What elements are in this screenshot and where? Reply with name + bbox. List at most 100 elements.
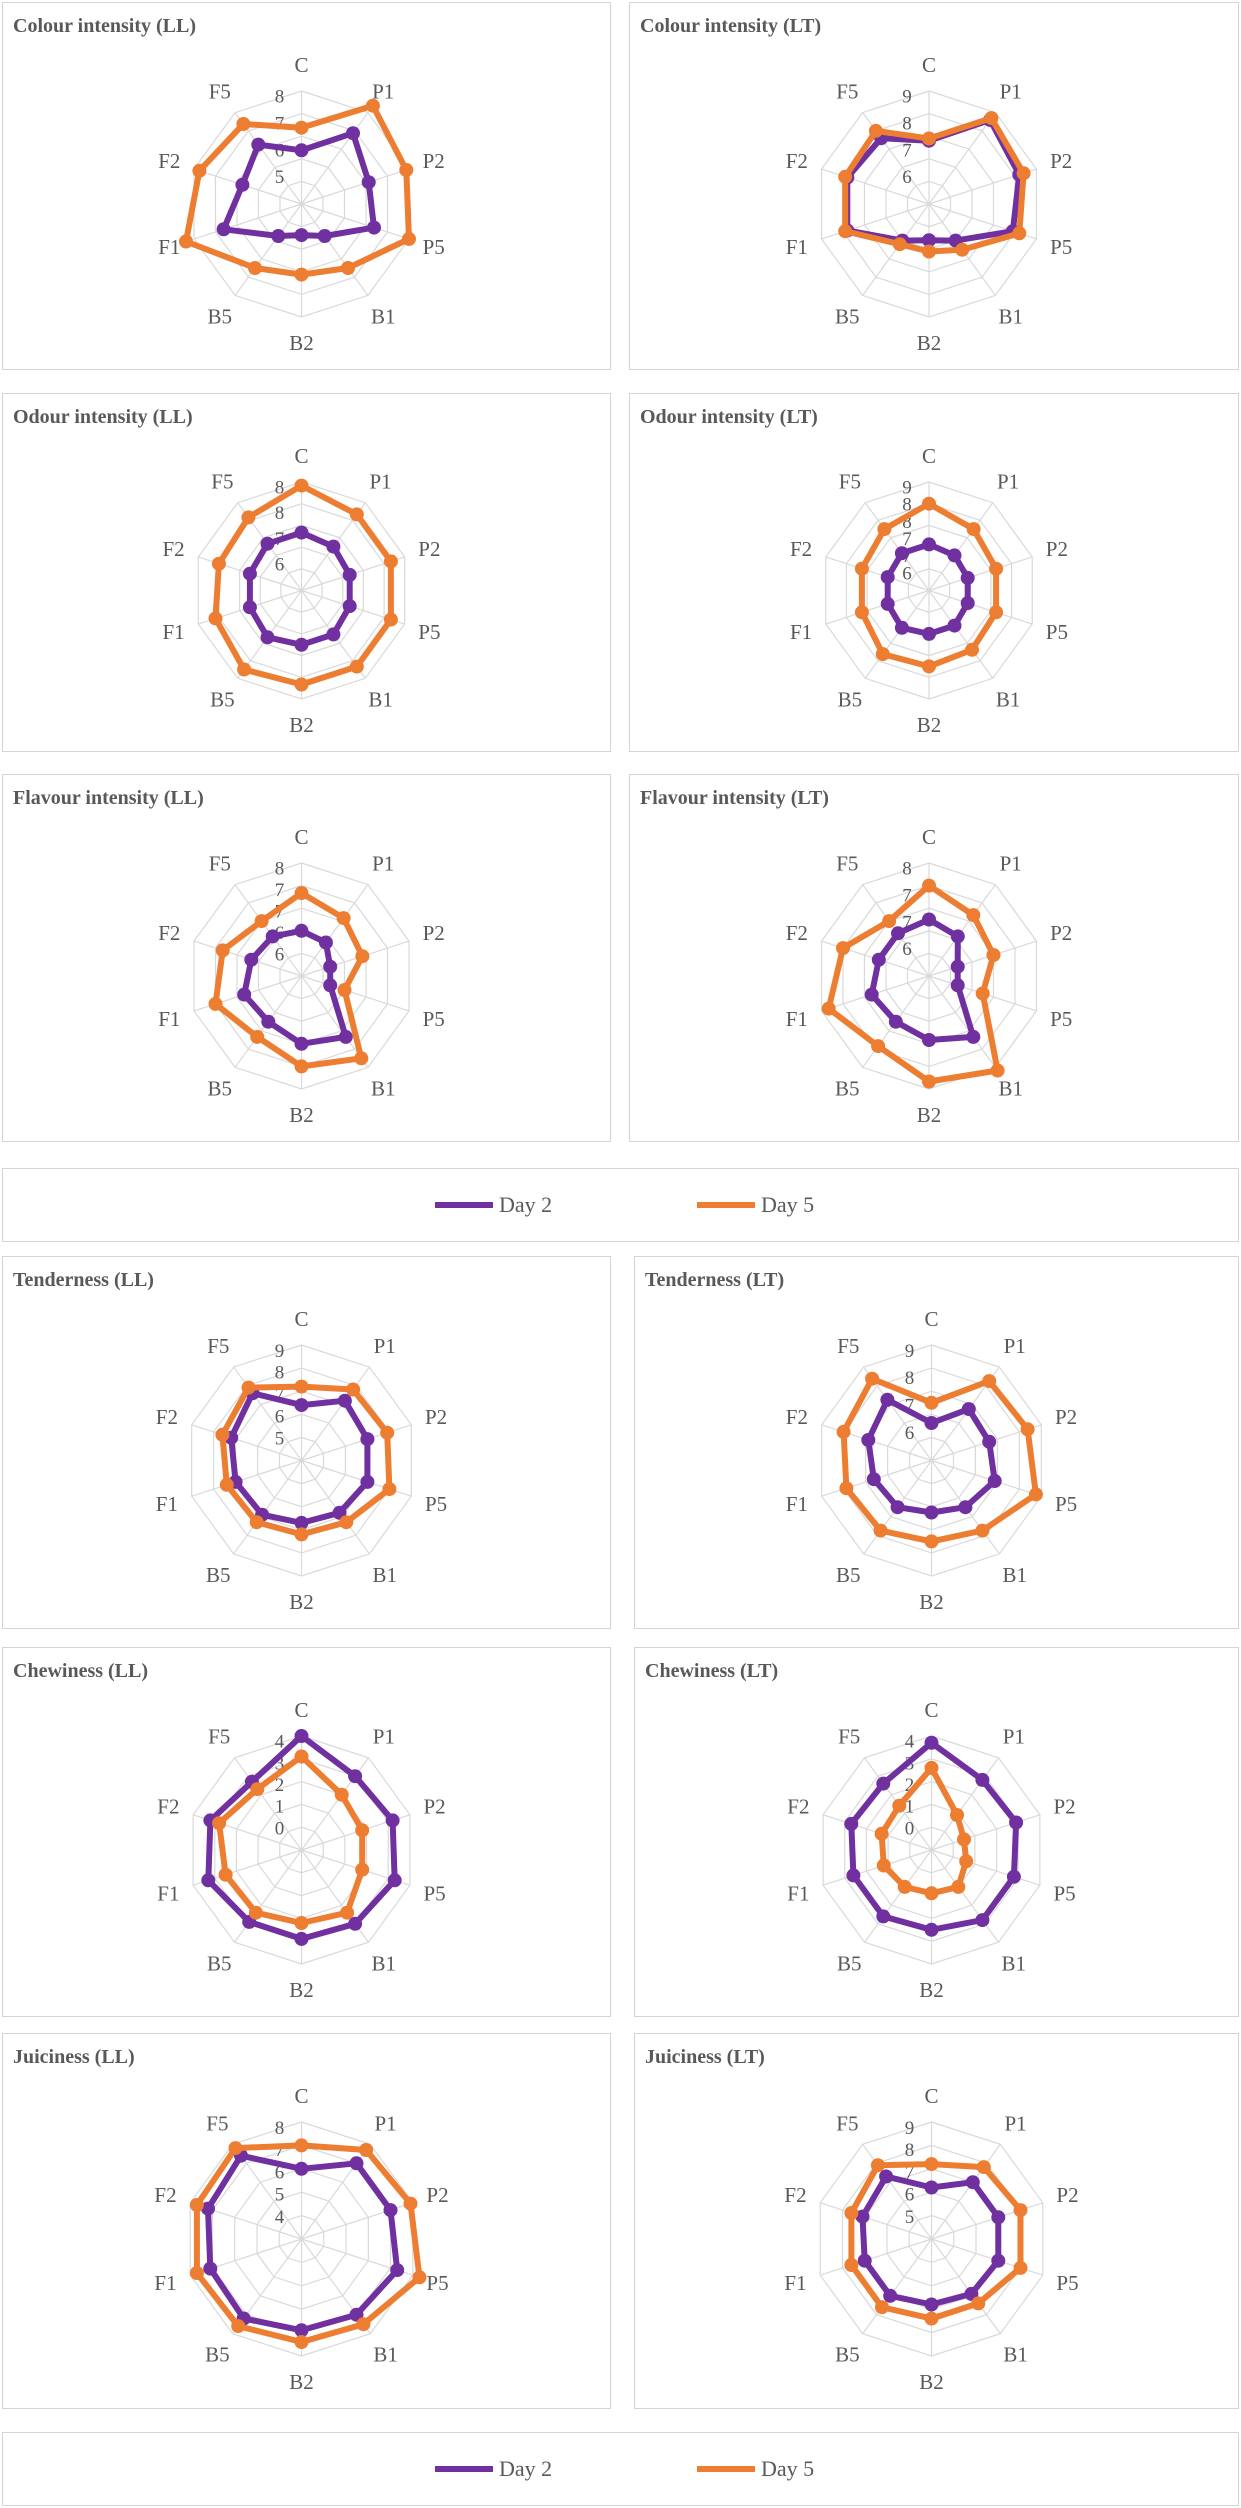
data-point (294, 637, 309, 652)
category-label: P1 (1000, 852, 1022, 876)
radar-chart: 6 7 8 9C P1 P2 P5 B1 B2 B5 F1 F2 F5 (786, 53, 1073, 355)
data-point (959, 1854, 974, 1869)
data-point (265, 929, 280, 944)
data-point (294, 2138, 309, 2153)
category-label: C (922, 444, 936, 468)
data-point (385, 1813, 400, 1828)
category-label: B5 (207, 1951, 232, 1975)
grid-spoke (301, 940, 410, 977)
data-point (875, 647, 890, 662)
data-point (844, 2258, 859, 2272)
data-point (237, 662, 252, 677)
data-point (924, 1735, 939, 1750)
data-point (987, 1474, 1002, 1488)
chart-title: Juiciness (LL) (13, 2046, 135, 2068)
data-point (341, 261, 355, 275)
chart-title: Odour intensity (LL) (13, 406, 193, 428)
category-label: F1 (154, 2271, 176, 2295)
category-label: B2 (919, 1590, 944, 1614)
data-point (1020, 1422, 1035, 1437)
data-point (924, 2311, 939, 2326)
grid-spoke (301, 1424, 412, 1462)
data-point (360, 1474, 375, 1489)
data-point (965, 642, 979, 657)
category-label: P5 (1054, 1881, 1076, 1905)
data-point (874, 1826, 889, 1841)
data-point (346, 126, 360, 141)
chart-title: Flavour intensity (LT) (640, 787, 829, 809)
data-point (876, 1776, 891, 1791)
category-label: B1 (1002, 1563, 1027, 1587)
grid-spoke (234, 884, 302, 977)
category-label: P1 (1005, 2111, 1027, 2135)
grid-spoke (301, 168, 410, 205)
data-point (991, 2210, 1006, 2225)
data-point (354, 1051, 369, 1066)
data-point (294, 2161, 309, 2176)
legend-swatch-day2 (435, 2466, 493, 2472)
data-point (966, 522, 981, 537)
category-label: P1 (1004, 1334, 1026, 1358)
tick-label: 6 (905, 2185, 915, 2206)
category-label: B2 (289, 1103, 314, 1127)
data-point (836, 941, 850, 956)
tick-label: 7 (902, 140, 912, 161)
data-point (294, 143, 309, 158)
data-point (399, 163, 414, 177)
tick-label: 6 (275, 945, 285, 966)
data-point (294, 1916, 309, 1930)
category-label: B1 (1003, 2343, 1028, 2367)
grid-spoke (928, 556, 1033, 592)
category-label: P2 (424, 1795, 446, 1819)
category-label: B1 (372, 1563, 397, 1587)
legend: Day 2 Day 5 (2, 1168, 1239, 1242)
data-point (382, 1482, 397, 1497)
category-label: F5 (836, 80, 858, 104)
data-point (294, 677, 309, 692)
category-label: F5 (836, 852, 858, 876)
category-label: B2 (289, 2370, 314, 2394)
data-point (248, 1905, 263, 1920)
data-point (854, 605, 869, 620)
category-label: C (922, 825, 936, 849)
category-label: F1 (784, 2271, 806, 2295)
data-point (294, 1059, 309, 1074)
radar-panel: Colour intensity (LL) 5 6 7 8 C P1 P2 P5 B1 B2 B5 F1… (2, 2, 611, 370)
category-label: P2 (1055, 1405, 1077, 1429)
data-point (924, 1886, 939, 1901)
tick-label: 4 (905, 1732, 915, 1753)
data-point (241, 1380, 256, 1395)
grid-spoke (191, 1424, 302, 1462)
category-label: F2 (790, 537, 812, 561)
category-label: P5 (423, 1007, 445, 1031)
category-label: C (294, 1698, 308, 1722)
legend-swatch-day5 (697, 1202, 755, 1208)
chart-title: Odour intensity (LT) (640, 406, 818, 428)
category-label: B1 (1002, 1951, 1027, 1975)
tick-label: 6 (902, 939, 912, 960)
grid-spoke (931, 1757, 999, 1851)
category-label: C (922, 53, 936, 77)
data-point (241, 510, 256, 525)
data-point (201, 1873, 216, 1888)
grid-spoke (234, 1757, 302, 1851)
grid-spoke (193, 203, 302, 240)
data-point (861, 1433, 876, 1447)
category-label: B1 (996, 687, 1021, 711)
data-point (857, 2253, 872, 2268)
data-point (189, 2266, 204, 2280)
data-point (294, 886, 309, 901)
data-point (950, 959, 965, 974)
grid-spoke (931, 1849, 999, 1943)
grid-spoke (233, 1460, 302, 1555)
tick-label: 9 (902, 87, 912, 108)
data-point (960, 596, 975, 611)
category-label: P2 (426, 2183, 448, 2207)
tick-label: 6 (275, 140, 285, 161)
tick-label: 8 (275, 2118, 285, 2139)
chart-title: Juiciness (LT) (645, 2046, 765, 2068)
tick-label: 6 (902, 167, 912, 188)
